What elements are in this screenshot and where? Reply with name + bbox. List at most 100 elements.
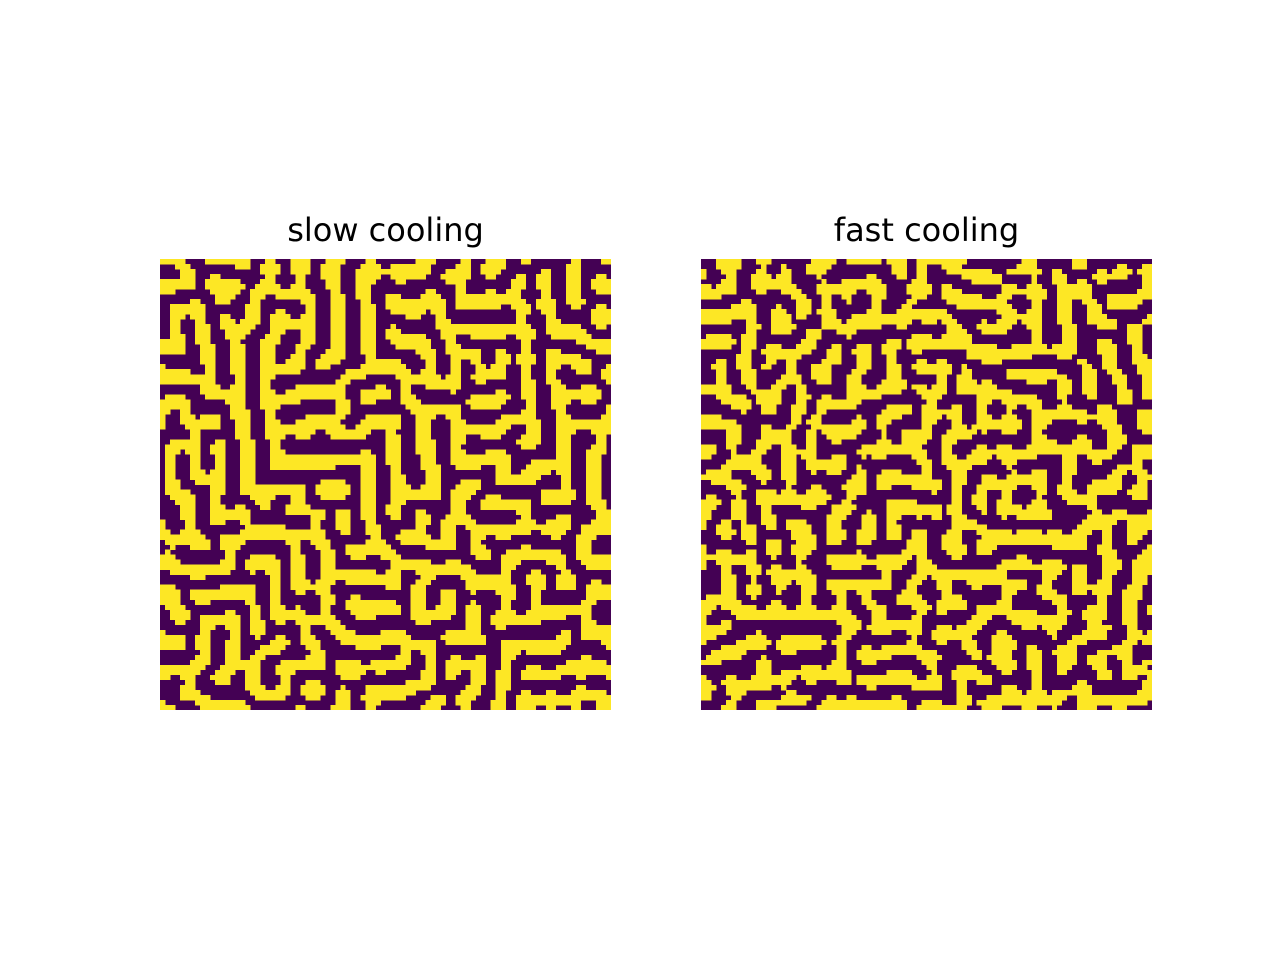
heatmap-cell-run [846,379,862,385]
heatmap-cell-run [761,514,777,520]
heatmap-cell-run [866,274,877,280]
heatmap-cell-run [180,504,196,510]
heatmap-cell-run [726,459,762,465]
heatmap-cell-run [1131,359,1152,365]
heatmap-cell-run [240,464,256,470]
heatmap-cell-run [345,544,391,550]
heatmap-cell-run [385,449,401,455]
heatmap-cell-run [786,479,797,485]
heatmap-cell-run [385,504,401,510]
heatmap-cell-run [585,589,611,596]
heatmap-cell-run [716,394,747,400]
heatmap-cell-run [280,659,326,666]
heatmap-cell-run [230,369,246,375]
heatmap-cell-run [180,509,196,515]
heatmap-cell-run [1096,404,1113,410]
heatmap-cell-run [390,474,406,480]
heatmap-cell-run [400,389,411,395]
heatmap-cell-run [866,624,922,631]
heatmap-cell-run [1066,499,1098,505]
heatmap-cell-run [360,304,376,310]
heatmap-cell-run [951,499,962,505]
heatmap-cell-run [1031,439,1058,445]
heatmap-cell-run [165,539,211,545]
heatmap-cell-run [265,274,276,280]
heatmap-cell-run [165,459,176,465]
heatmap-cell-run [861,599,877,606]
heatmap-cell-run [330,319,346,325]
heatmap-cell-run [590,444,607,450]
heatmap-cell-run [240,529,326,535]
heatmap-cell-run [490,614,567,621]
heatmap-cell-run [425,289,436,295]
heatmap-cell-run [1086,619,1103,626]
heatmap-cell-run [390,499,406,505]
heatmap-cell-run [225,334,246,340]
heatmap-cell-run [170,329,181,335]
heatmap-cell-run [400,539,456,545]
heatmap-cell-run [1146,609,1152,616]
heatmap-cell-run [305,309,316,315]
heatmap-cell-run [981,359,1002,365]
heatmap-cell-run [440,529,456,535]
heatmap-cell-run [170,609,191,616]
heatmap-cell-run [320,269,341,275]
heatmap-cell-run [1101,534,1113,540]
heatmap-cell-run [1131,444,1152,450]
heatmap-cell-run [931,629,977,636]
heatmap-cell-run [776,274,792,280]
heatmap-cell-run [415,414,436,420]
heatmap-cell-run [1136,289,1152,295]
heatmap-cell-run [701,514,712,520]
heatmap-cell-run [1056,304,1073,310]
heatmap-cell-run [300,334,316,340]
heatmap-cell-run [470,669,487,676]
heatmap-cell-run [786,369,797,375]
heatmap-cell-run [921,319,937,325]
heatmap-cell-run [250,654,266,661]
heatmap-cell-run [1006,614,1068,621]
heatmap-cell-run [470,679,487,686]
heatmap-cell-run [500,639,572,646]
heatmap-cell-run [170,569,231,575]
heatmap-cell-run [365,359,401,365]
heatmap-cell-run [360,329,376,335]
heatmap-cell-run [285,359,306,365]
heatmap-cell-run [1071,589,1088,596]
heatmap-cell-run [330,294,346,300]
heatmap-cell-run [260,279,276,285]
heatmap-cell-run [415,419,431,425]
heatmap-cell-run [816,274,822,280]
heatmap-cell-run [410,609,456,616]
heatmap-cell-run [210,484,226,490]
heatmap-cell-run [1131,349,1143,355]
heatmap-cell-run [1101,564,1123,570]
heatmap-cell-run [1076,679,1088,686]
heatmap-cell-run [240,449,256,455]
heatmap-cell-run [170,304,206,310]
heatmap-cell-run [165,489,191,495]
heatmap-cell-run [1026,504,1048,510]
heatmap-cell-run [260,269,281,275]
heatmap-cell-run [555,454,572,460]
heatmap-cell-run [756,499,827,505]
heatmap-cell-run [320,559,336,565]
heatmap-cell-run [1146,314,1152,320]
heatmap-cell-run [265,419,281,425]
heatmap-cell-run [310,524,321,530]
heatmap-cell-run [1121,659,1133,666]
heatmap-cell-run [1111,644,1133,651]
heatmap-cell-run [590,519,611,525]
heatmap-cell-run [425,654,436,661]
heatmap-cell-run [250,619,266,626]
heatmap-cell-run [721,569,732,575]
heatmap-cell-run [831,604,847,611]
heatmap-cell-run [195,639,211,646]
heatmap-cell-run [1126,519,1152,525]
heatmap-cell-run [590,314,611,320]
heatmap-cell-run [520,369,532,375]
heatmap-cell-run [801,599,812,606]
heatmap-cell-run [260,374,276,380]
heatmap-cell-run [395,374,441,380]
